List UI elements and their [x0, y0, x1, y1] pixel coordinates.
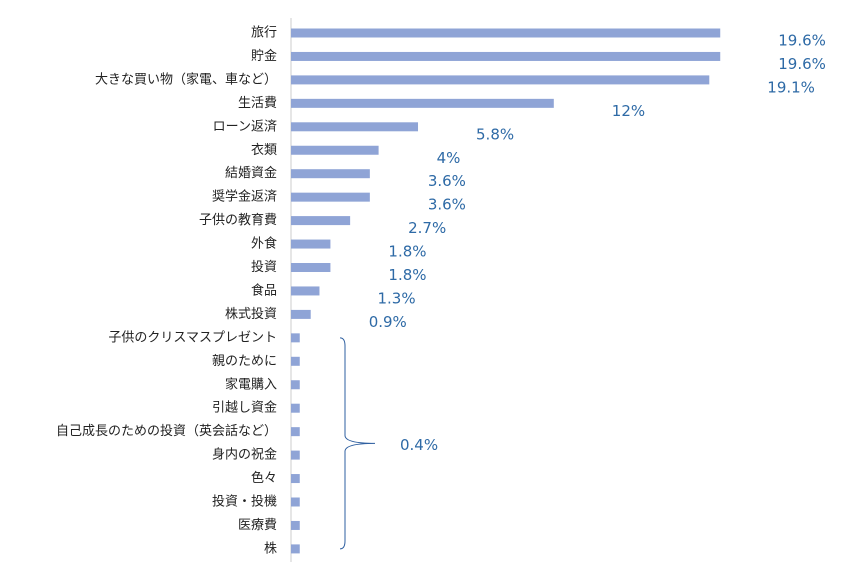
bar	[291, 169, 370, 179]
value-label: 1.8%	[388, 243, 426, 261]
y-tick-label: 子供のクリスマスプレゼント	[108, 330, 277, 345]
y-tick-label: 食品	[251, 282, 277, 298]
y-tick-label: 投資・投機	[212, 494, 277, 510]
value-label: 1.8%	[388, 266, 426, 284]
brace	[339, 337, 376, 550]
y-tick-label: 身内の祝金	[212, 447, 277, 463]
y-tick-label: 投資	[251, 259, 277, 275]
y-tick-label: 家電購入	[225, 376, 277, 392]
bar	[291, 286, 320, 296]
bar	[291, 427, 300, 437]
bar	[291, 263, 331, 272]
y-tick-label: 衣類	[251, 142, 277, 158]
value-label: 3.6%	[428, 172, 466, 190]
bar	[291, 145, 379, 155]
bar	[291, 216, 351, 226]
value-label: 12%	[612, 102, 645, 120]
bar	[291, 98, 554, 108]
y-tick-label: 貯金	[251, 48, 277, 64]
bar	[291, 380, 300, 390]
value-label: 1.3%	[377, 289, 415, 307]
y-tick-label: 医療費	[238, 518, 277, 533]
bar	[291, 75, 710, 85]
bar	[291, 450, 300, 460]
bar	[291, 122, 419, 132]
bar	[291, 239, 331, 249]
y-tick-label: 親のために	[212, 354, 277, 369]
bar	[291, 309, 311, 319]
value-label: 5.8%	[476, 125, 514, 143]
bar	[291, 544, 300, 554]
bar	[291, 497, 300, 507]
bar	[291, 356, 300, 366]
bar	[291, 192, 370, 202]
value-label: 0.4%	[400, 436, 438, 454]
bar	[291, 474, 300, 484]
y-tick-label: 株	[264, 541, 277, 556]
bar	[291, 51, 721, 61]
value-label: 19.6%	[778, 32, 826, 50]
y-tick-label: 大きな買い物（家電、車など）	[95, 71, 277, 87]
y-tick-label: 株式投資	[225, 306, 277, 322]
y-tick-label: 外食	[251, 236, 277, 252]
y-tick-label: 奨学金返済	[212, 189, 277, 205]
y-tick-label: 生活費	[238, 96, 277, 111]
y-tick-label: 子供の教育費	[199, 212, 277, 228]
y-tick-label: 色々	[251, 470, 277, 486]
bar	[291, 520, 300, 530]
value-label: 3.6%	[428, 196, 466, 214]
y-tick-label: 結婚資金	[225, 165, 277, 181]
value-label: 19.1%	[767, 78, 815, 96]
bar	[291, 28, 721, 38]
value-label: 0.9%	[369, 313, 407, 331]
y-tick-label: ローン返済	[213, 118, 277, 134]
bar	[291, 403, 300, 413]
bar	[291, 333, 300, 343]
value-label: 2.7%	[408, 219, 446, 237]
y-tick-label: 自己成長のための投資（英会話など）	[56, 423, 277, 439]
y-tick-label: 旅行	[251, 26, 277, 41]
value-label: 4%	[437, 149, 461, 167]
y-tick-label: 引越し資金	[212, 400, 277, 416]
value-label: 19.6%	[778, 55, 826, 73]
